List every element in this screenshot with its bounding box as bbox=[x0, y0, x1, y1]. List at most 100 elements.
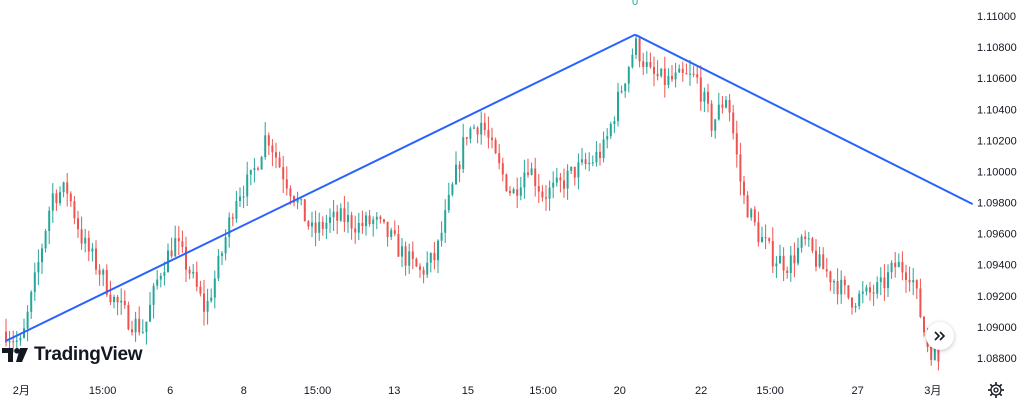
candle-body bbox=[797, 247, 799, 264]
candle-body bbox=[919, 288, 922, 317]
candle-body bbox=[591, 162, 594, 164]
candle-body bbox=[775, 263, 778, 267]
candle-body bbox=[170, 250, 173, 257]
candle bbox=[278, 151, 281, 168]
candle-body bbox=[501, 163, 504, 175]
candle-body bbox=[537, 185, 540, 192]
candle bbox=[519, 176, 522, 201]
candle-body bbox=[98, 269, 101, 275]
candle-body bbox=[41, 248, 43, 263]
candle bbox=[811, 236, 814, 254]
candle-body bbox=[656, 73, 659, 77]
candle-body bbox=[491, 137, 493, 140]
candle-body bbox=[59, 192, 61, 204]
candle-body bbox=[84, 237, 87, 244]
candle-body bbox=[368, 215, 371, 225]
candle-body bbox=[930, 346, 933, 360]
candle bbox=[12, 330, 15, 353]
candle-body bbox=[901, 261, 904, 273]
candle bbox=[825, 257, 828, 278]
candle bbox=[465, 136, 468, 146]
candle-body bbox=[224, 237, 227, 254]
candle-body bbox=[120, 300, 123, 303]
candle bbox=[663, 56, 666, 98]
price-tick-label: 1.09200 bbox=[977, 291, 1017, 303]
candle bbox=[138, 306, 141, 336]
scroll-to-realtime-button[interactable] bbox=[926, 322, 954, 350]
time-tick-label: 3月 bbox=[924, 385, 941, 397]
candle bbox=[822, 247, 825, 270]
candle bbox=[170, 237, 173, 259]
candle bbox=[487, 116, 490, 149]
candle-body bbox=[174, 238, 177, 257]
price-axis[interactable]: 1.08800 1.09000 1.09200 1.09400 1.09600 1.098… bbox=[977, 11, 1017, 365]
candle bbox=[408, 243, 411, 274]
candle bbox=[782, 247, 785, 282]
price-tick-label: 1.10000 bbox=[977, 166, 1017, 178]
candle-body bbox=[674, 72, 677, 80]
candle-body bbox=[390, 230, 393, 237]
price-tick-label: 1.10600 bbox=[977, 73, 1017, 85]
candle-body bbox=[869, 287, 871, 293]
candle-body bbox=[645, 62, 648, 67]
price-tick-label: 1.11000 bbox=[977, 11, 1016, 23]
time-axis[interactable]: 2月 15:00 6 8 15:00 13 15 15:00 20 22 15:00 27 3月 bbox=[13, 385, 942, 397]
candle bbox=[152, 283, 155, 319]
candle bbox=[120, 288, 123, 315]
candle-body bbox=[66, 182, 69, 194]
candle bbox=[267, 132, 270, 155]
candle bbox=[883, 264, 886, 301]
candle-body bbox=[433, 253, 436, 261]
candle bbox=[847, 285, 850, 300]
chart-settings-button[interactable] bbox=[986, 380, 1006, 400]
candle-body bbox=[519, 187, 522, 196]
candle-body bbox=[671, 75, 673, 80]
candle bbox=[714, 118, 717, 139]
candle bbox=[253, 158, 256, 183]
candle-body bbox=[44, 231, 47, 249]
candle-body bbox=[912, 280, 915, 283]
candle bbox=[199, 280, 202, 297]
candle-body bbox=[408, 251, 411, 266]
candle-body bbox=[861, 291, 864, 294]
candle-body bbox=[325, 222, 328, 229]
candle-body bbox=[347, 215, 349, 222]
candle bbox=[797, 237, 799, 266]
candle-body bbox=[905, 272, 907, 280]
candle bbox=[235, 190, 238, 223]
candle bbox=[631, 48, 634, 69]
candle bbox=[887, 264, 889, 298]
candle bbox=[26, 305, 29, 342]
candle-body bbox=[91, 248, 94, 252]
candle-body bbox=[185, 246, 187, 270]
candle bbox=[638, 35, 641, 68]
candle bbox=[210, 288, 213, 303]
candle-body bbox=[764, 237, 767, 239]
candle bbox=[347, 201, 349, 233]
candle bbox=[246, 161, 249, 207]
candle bbox=[649, 52, 652, 69]
candle bbox=[491, 127, 493, 149]
candle-body bbox=[573, 166, 576, 178]
time-tick-label: 20 bbox=[614, 385, 626, 397]
trendlines-layer[interactable] bbox=[5, 33, 974, 342]
candle bbox=[383, 219, 385, 224]
candle bbox=[505, 173, 508, 193]
candle bbox=[401, 238, 403, 268]
candle bbox=[221, 251, 223, 266]
candle-body bbox=[462, 137, 465, 170]
candle-body bbox=[203, 293, 205, 312]
candle-body bbox=[447, 194, 450, 211]
candle bbox=[476, 126, 479, 144]
candle-body bbox=[789, 255, 792, 274]
trendline[interactable] bbox=[634, 33, 974, 205]
candle bbox=[336, 204, 339, 235]
candle bbox=[350, 211, 353, 240]
candle-body bbox=[933, 348, 936, 360]
trendline[interactable] bbox=[5, 33, 636, 342]
candle bbox=[559, 173, 562, 193]
candle bbox=[264, 122, 267, 160]
candle-body bbox=[329, 217, 331, 223]
